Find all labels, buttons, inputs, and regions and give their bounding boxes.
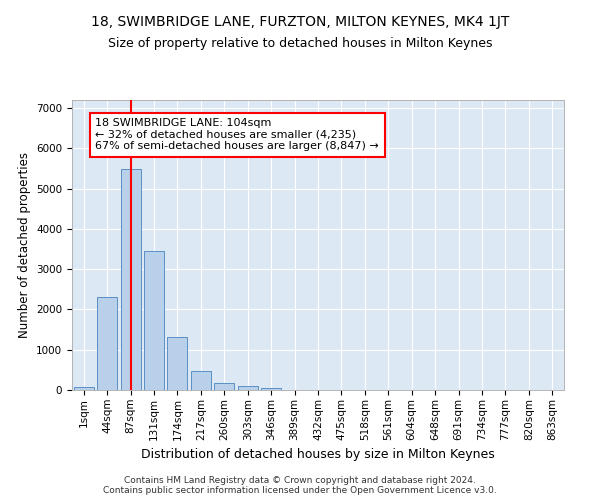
Bar	[121, 170, 140, 390]
Text: Contains HM Land Registry data © Crown copyright and database right 2024.
Contai: Contains HM Land Registry data © Crown c…	[103, 476, 497, 495]
X-axis label: Distribution of detached houses by size in Milton Keynes: Distribution of detached houses by size …	[141, 448, 495, 461]
Bar	[167, 337, 187, 390]
Bar	[214, 384, 234, 390]
Bar	[74, 387, 94, 390]
Bar	[97, 298, 117, 390]
Bar	[191, 371, 211, 390]
Text: 18, SWIMBRIDGE LANE, FURZTON, MILTON KEYNES, MK4 1JT: 18, SWIMBRIDGE LANE, FURZTON, MILTON KEY…	[91, 15, 509, 29]
Bar	[261, 388, 281, 390]
Bar	[144, 251, 164, 390]
Bar	[238, 386, 257, 390]
Text: Size of property relative to detached houses in Milton Keynes: Size of property relative to detached ho…	[108, 38, 492, 51]
Text: 18 SWIMBRIDGE LANE: 104sqm
← 32% of detached houses are smaller (4,235)
67% of s: 18 SWIMBRIDGE LANE: 104sqm ← 32% of deta…	[95, 118, 379, 152]
Y-axis label: Number of detached properties: Number of detached properties	[17, 152, 31, 338]
